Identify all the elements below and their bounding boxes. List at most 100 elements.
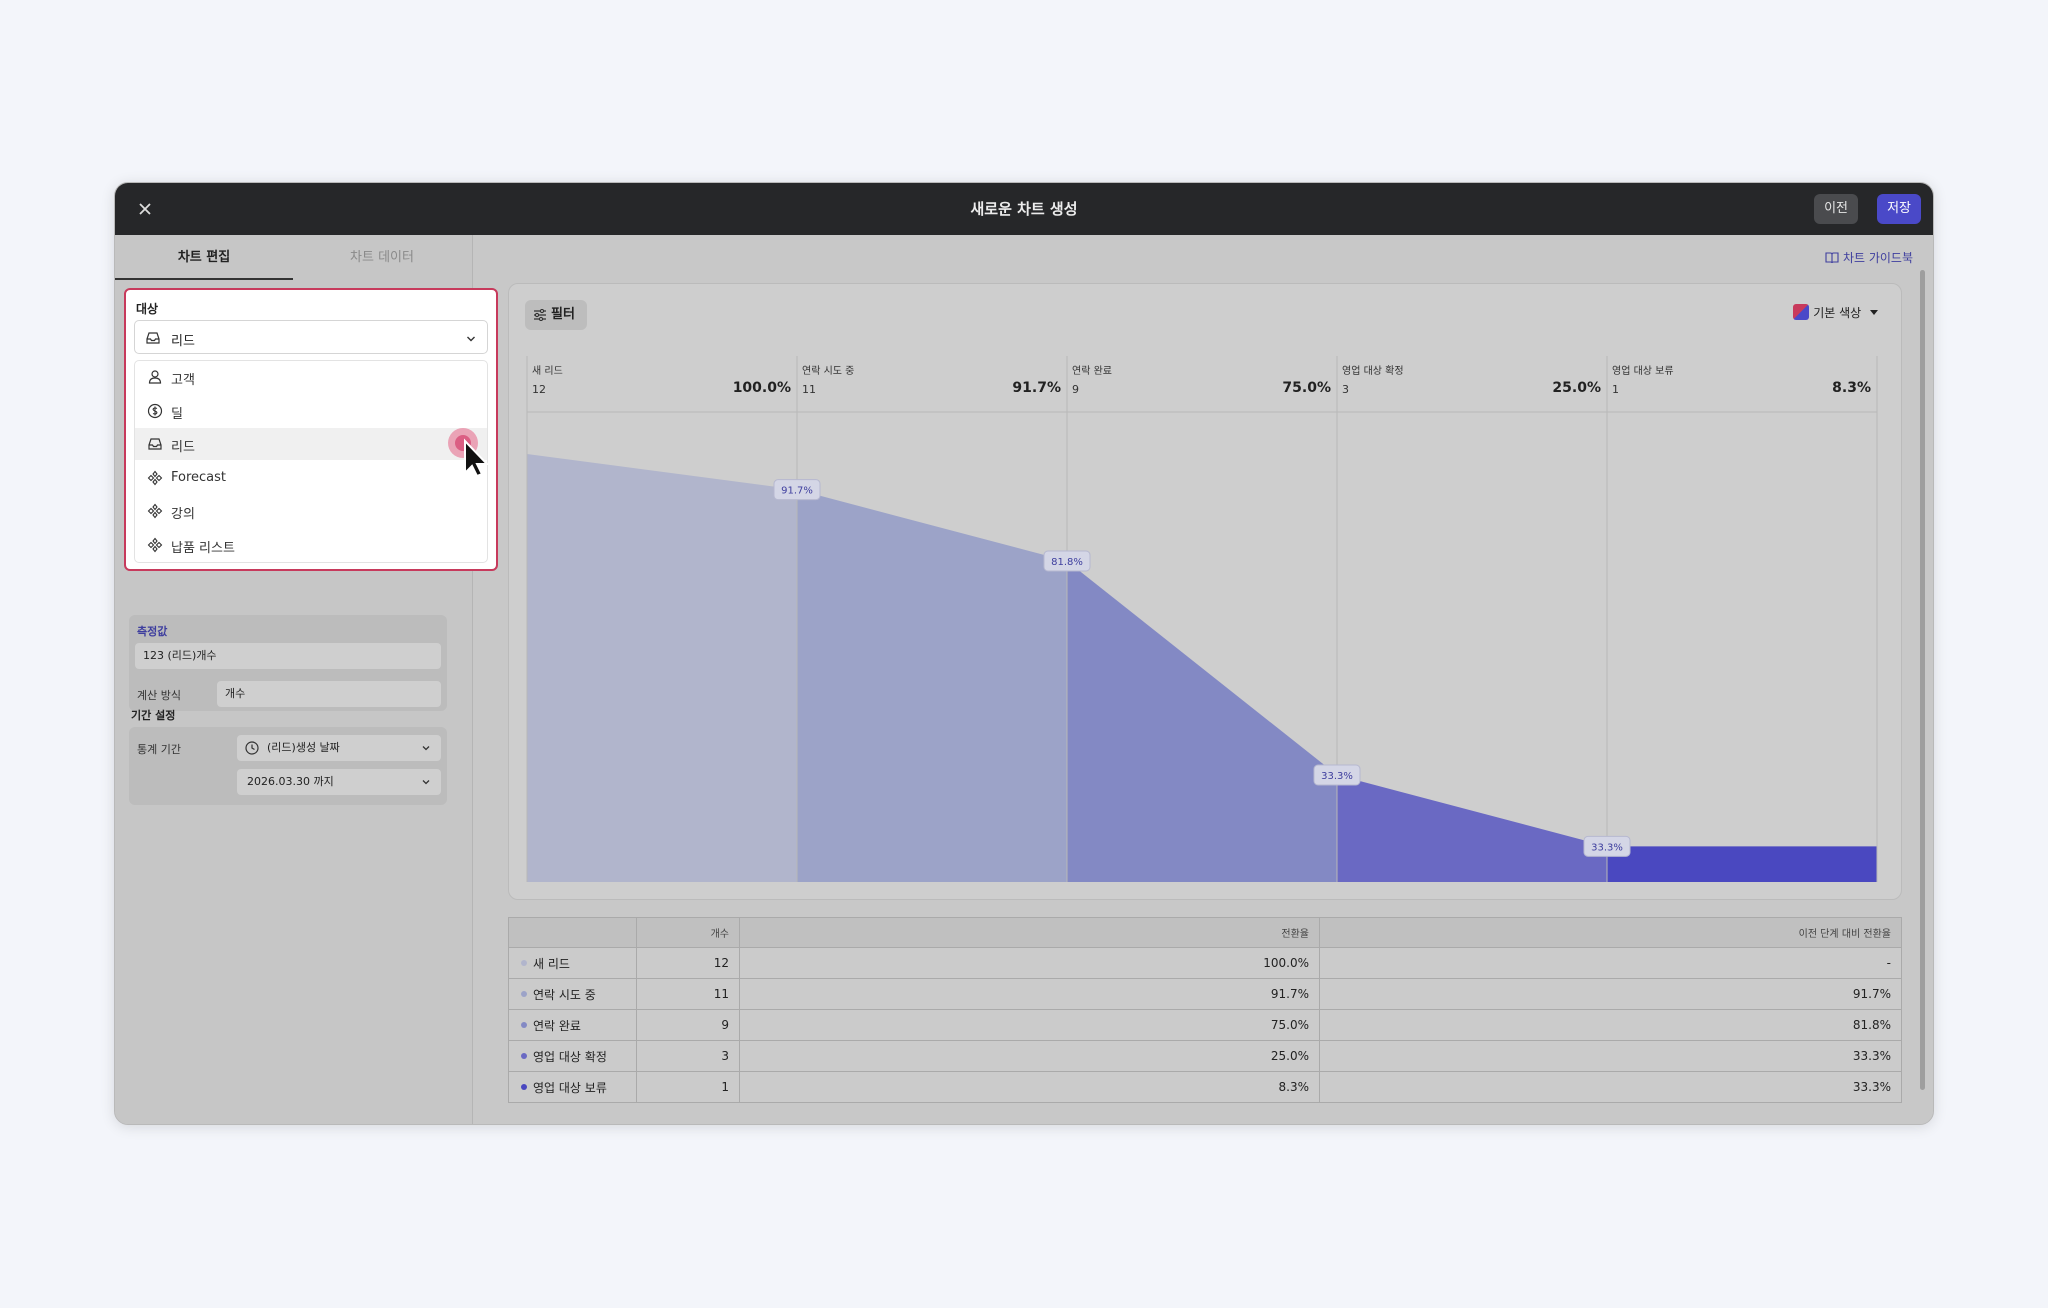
funnel-segment[interactable] [527,454,797,882]
table-row: 영업 대상 확정 3 25.0% 33.3% [508,1040,1902,1072]
stage-header: 새 리드 12 100.0% [527,356,797,412]
funnel-segment[interactable] [1607,846,1877,882]
target-option[interactable]: 납품 리스트 [135,529,487,561]
row-prev-rate: 33.3% [1319,1071,1902,1103]
stage-count: 3 [1342,383,1349,396]
row-count: 12 [636,947,740,979]
stat-period-label: 통계 기간 [137,743,181,756]
chevron-down-icon [422,746,430,751]
stage-header: 연락 시도 중 11 91.7% [797,356,1067,412]
target-dropdown-panel: 대상 리드 고객 딜 리드 Forecast 강의 납품 리스트 [124,288,498,571]
filter-label: 필터 [551,307,575,322]
series-dot [521,991,527,997]
target-label: 대상 [136,302,159,316]
target-option[interactable]: Forecast [135,462,487,494]
row-name-cell: 영업 대상 보류 [508,1071,637,1103]
stage-header: 영업 대상 확정 3 25.0% [1337,356,1607,412]
until-date-select[interactable]: 2026.03.30 까지 [237,769,441,795]
diamond-icon [147,470,163,485]
diamond-icon [147,503,163,519]
funnel-segment[interactable] [1067,561,1337,882]
row-prev-rate: 33.3% [1319,1040,1902,1072]
row-rate: 8.3% [739,1071,1320,1103]
row-rate: 25.0% [739,1040,1320,1072]
period-label: 기간 설정 [131,709,176,722]
target-option-label: 납품 리스트 [171,540,235,556]
filter-button[interactable]: 필터 [525,300,587,330]
diamond-icon [147,537,163,552]
save-button[interactable]: 저장 [1877,194,1921,224]
transition-label: 91.7% [773,479,821,501]
series-dot [521,960,527,966]
period-section: 통계 기간 (리드)생성 날짜 2026.03.30 까지 [129,727,447,805]
chevron-down-icon [422,780,430,785]
row-name: 영업 대상 보류 [533,1080,607,1095]
dollar-icon [147,403,163,418]
stage-count: 9 [1072,383,1079,396]
target-option[interactable]: 리드 [135,428,487,460]
book-icon [1825,252,1839,264]
row-count: 3 [636,1040,740,1072]
page-title: 새로운 차트 생성 [970,200,1078,218]
funnel-chart: 91.7% 81.8% 33.3% 33.3% [526,356,1878,882]
row-prev-rate: - [1319,947,1902,979]
chart-create-modal: 새로운 차트 생성 이전 저장 차트 편집 차트 데이터 측정값 123 (리드… [114,182,1934,1125]
row-rate: 91.7% [739,978,1320,1010]
target-select[interactable]: 리드 [134,320,488,354]
target-option[interactable]: 딜 [135,395,487,427]
calc-label: 계산 방식 [137,689,181,702]
funnel-data-table: 개수 전환율 이전 단계 대비 전환율 새 리드 12 100.0% - 연락 시도 중… [508,917,1902,1103]
header-rate: 전환율 [739,917,1320,948]
row-rate: 100.0% [739,947,1320,979]
row-name: 새 리드 [533,956,570,971]
person-icon [148,370,162,384]
tab-chart-data[interactable]: 차트 데이터 [350,250,414,265]
row-rate: 75.0% [739,1009,1320,1041]
funnel-segment[interactable] [797,489,1067,882]
table-row: 연락 완료 9 75.0% 81.8% [508,1009,1902,1041]
caret-down-icon [1870,310,1878,315]
chart-guide-link[interactable]: 차트 가이드북 [1825,249,1913,266]
target-option[interactable]: 강의 [135,495,487,527]
row-name-cell: 새 리드 [508,947,637,979]
clock-icon [245,741,259,755]
row-prev-rate: 91.7% [1319,978,1902,1010]
transition-label-text: 33.3% [1321,771,1353,782]
row-count: 11 [636,978,740,1010]
target-option[interactable]: 고객 [135,361,487,393]
date-field-select[interactable]: (리드)생성 날짜 [237,735,441,761]
funnel-segment[interactable] [1337,775,1607,882]
transition-label-text: 81.8% [1051,557,1083,568]
transition-label-box [1313,764,1361,786]
stage-rate: 91.7% [1012,380,1061,396]
calc-method-field[interactable]: 개수 [217,681,441,707]
stage-name: 연락 시도 중 [802,366,855,377]
target-option-label: 리드 [171,440,195,455]
row-name: 연락 완료 [533,1018,581,1033]
row-name-cell: 연락 완료 [508,1009,637,1041]
table-row: 연락 시도 중 11 91.7% 91.7% [508,978,1902,1010]
table-header-row: 개수 전환율 이전 단계 대비 전환율 [508,917,1902,948]
table-row: 영업 대상 보류 1 8.3% 33.3% [508,1071,1902,1103]
stage-name: 영업 대상 확정 [1342,366,1404,377]
scrollbar[interactable] [1920,270,1925,1090]
measure-field[interactable]: 123 (리드)개수 [135,643,441,669]
target-option-label: Forecast [171,469,227,485]
stage-rate: 100.0% [732,380,791,396]
stage-rate: 75.0% [1282,380,1331,396]
transition-label: 81.8% [1043,550,1091,572]
stage-header: 영업 대상 보류 1 8.3% [1607,356,1877,412]
color-theme-button[interactable]: 기본 색상 [1793,304,1879,321]
title-bar: 새로운 차트 생성 이전 저장 [115,183,1933,235]
tab-chart-edit[interactable]: 차트 편집 [115,235,293,280]
header-name [508,917,637,948]
header-prev-rate: 이전 단계 대비 전환율 [1319,917,1902,948]
row-count: 9 [636,1009,740,1041]
close-button[interactable] [133,197,157,221]
series-dot [521,1053,527,1059]
chart-guide-label: 차트 가이드북 [1842,251,1913,265]
prev-button[interactable]: 이전 [1814,194,1858,224]
measure-section: 측정값 123 (리드)개수 계산 방식 개수 [129,615,447,711]
stage-name: 영업 대상 보류 [1612,366,1674,377]
table-row: 새 리드 12 100.0% - [508,947,1902,979]
